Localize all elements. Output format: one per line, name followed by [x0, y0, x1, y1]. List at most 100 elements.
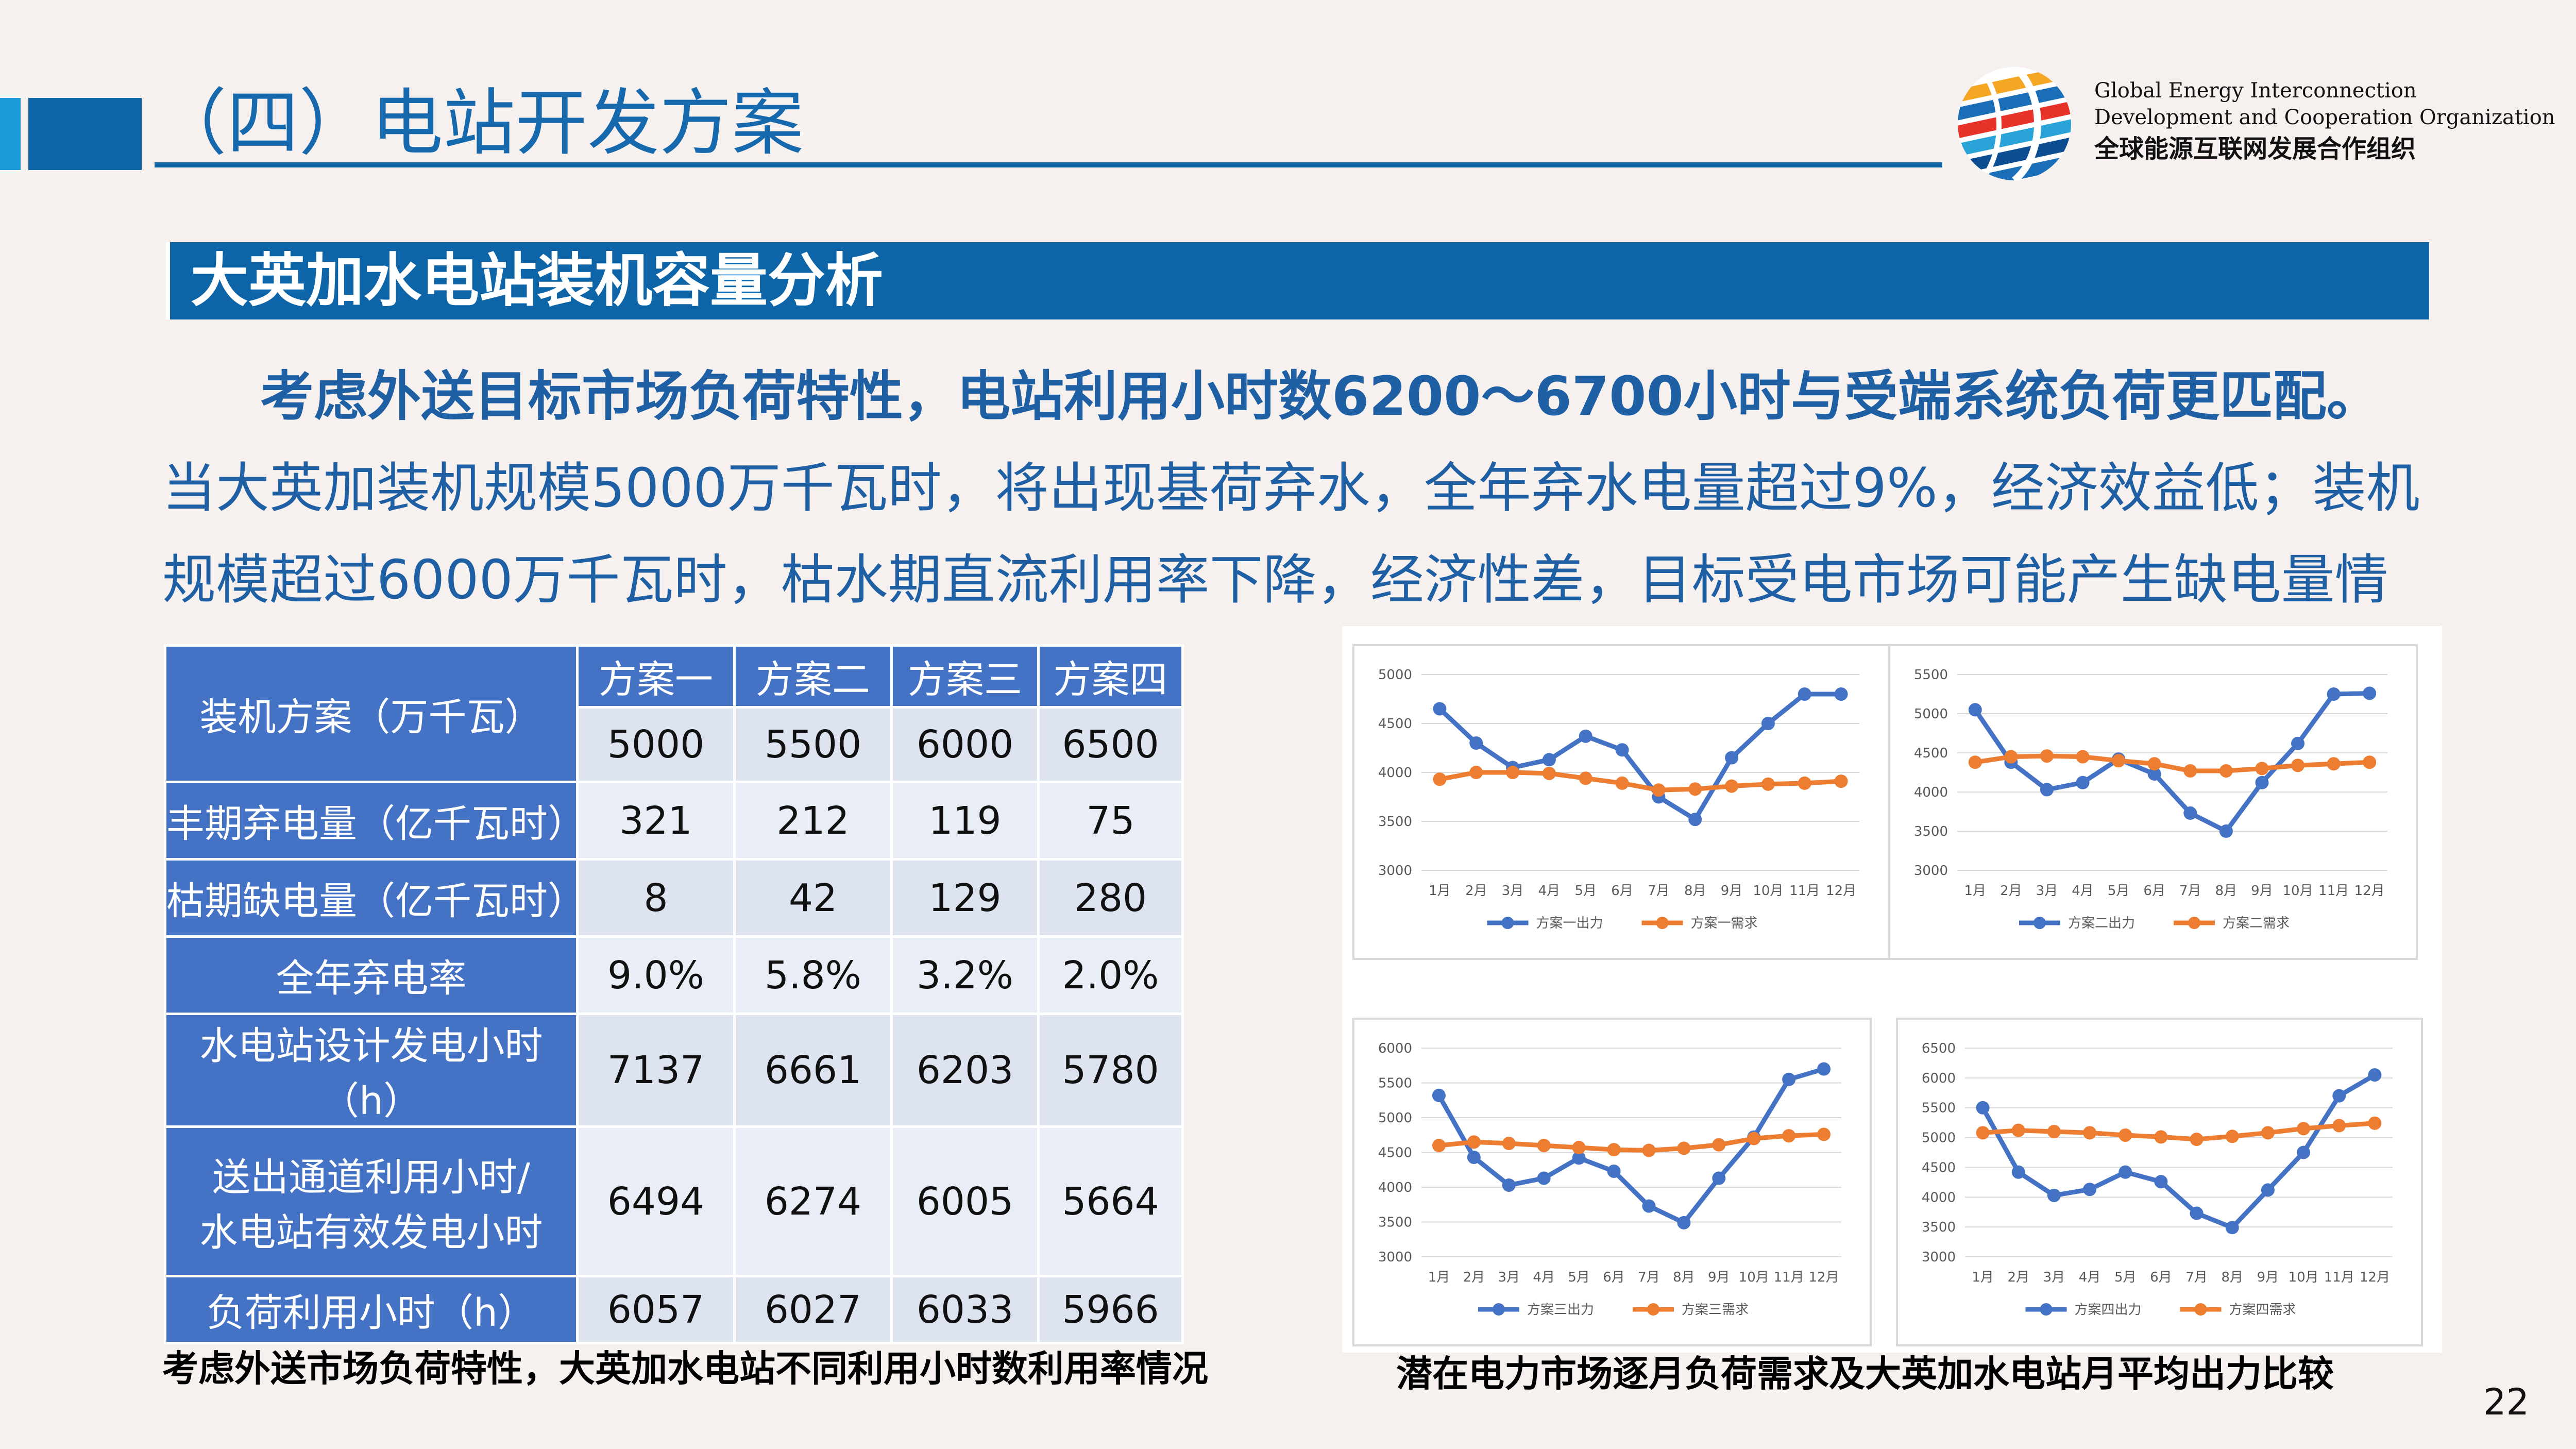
data-point — [2147, 757, 2161, 771]
data-point — [2011, 1165, 2025, 1179]
legend-label: 方案二需求 — [2223, 916, 2290, 931]
table-cell: 7137 — [576, 1013, 736, 1128]
x-tick-label: 4月 — [2072, 883, 2094, 899]
y-tick-label: 6000 — [1378, 1041, 1412, 1056]
data-point — [1976, 1126, 1990, 1140]
data-point — [1579, 771, 1592, 785]
table-corner-header: 装机方案（万千瓦） — [164, 644, 579, 783]
chart-scheme-3-svg: 3000 3500 4000 4500 5000 5500 6000 1月 2月 3月 4月 5月 6月… — [1378, 1041, 1841, 1318]
page-title: （四）电站开发方案 — [155, 81, 804, 165]
data-point — [1469, 766, 1483, 779]
table-row: 送出通道利用小时/ 水电站有效发电小时 6494 6274 6005 5664 — [164, 1125, 1184, 1277]
data-point — [2083, 1126, 2097, 1140]
data-point — [2255, 776, 2269, 789]
x-tick-label: 8月 — [2221, 1270, 2243, 1285]
org-name-en-line1: Global Energy Interconnection — [2094, 79, 2417, 103]
x-tick-label: 11月 — [2324, 1270, 2354, 1285]
data-point — [1572, 1141, 1586, 1155]
data-point — [2040, 783, 2054, 797]
data-point — [2327, 687, 2341, 701]
x-tick-label: 4月 — [2079, 1270, 2101, 1285]
y-tick-label: 4500 — [1378, 716, 1412, 732]
x-tick-label: 8月 — [2215, 883, 2238, 899]
legend-marker — [1501, 917, 1514, 929]
data-point — [1761, 777, 1775, 791]
data-point — [2119, 1165, 2132, 1179]
header-divider — [155, 162, 1942, 167]
row-label-line2: 水电站有效发电小时 — [199, 1210, 543, 1255]
x-tick-label: 6月 — [2143, 883, 2165, 899]
page-number: 22 — [2483, 1381, 2530, 1423]
data-point — [1677, 1141, 1691, 1155]
data-point — [1433, 772, 1447, 786]
legend-marker — [1647, 1303, 1659, 1316]
series-line — [1980, 1073, 2376, 1230]
x-tick-label: 11月 — [1774, 1270, 1804, 1285]
y-tick-label: 3000 — [1378, 1250, 1412, 1265]
x-tick-label: 7月 — [1648, 883, 1670, 899]
data-point — [2076, 776, 2090, 789]
table-cell: 2.0% — [1037, 935, 1184, 1015]
table-cell: 5.8% — [733, 935, 893, 1015]
data-point — [1537, 1171, 1551, 1185]
data-point — [2011, 1123, 2025, 1137]
scheme-header: 方案一 — [576, 644, 736, 709]
x-tick-label: 9月 — [1708, 1270, 1730, 1285]
x-tick-label: 10月 — [2289, 1270, 2319, 1285]
legend-label: 方案三出力 — [1527, 1302, 1594, 1318]
data-point — [2154, 1130, 2168, 1144]
table-caption: 考虑外送市场负荷特性，大英加水电站不同利用小时数利用率情况 — [162, 1347, 1208, 1390]
data-point — [1677, 1216, 1691, 1229]
x-tick-label: 6月 — [2150, 1270, 2172, 1285]
x-tick-label: 3月 — [2036, 883, 2058, 899]
series-line — [1973, 690, 2370, 834]
table-row: 全年弃电率 9.0% 5.8% 3.2% 2.0% — [164, 935, 1184, 1015]
data-point — [1761, 717, 1775, 730]
data-point — [2363, 755, 2377, 769]
x-tick-label: 8月 — [1684, 883, 1706, 899]
legend-marker — [1656, 917, 1669, 929]
data-point — [1834, 687, 1848, 701]
x-tick-label: 1月 — [1972, 1270, 1994, 1285]
data-point — [1798, 776, 1811, 790]
data-point — [2119, 1128, 2132, 1142]
section-title: 大英加水电站装机容量分析 — [191, 247, 883, 314]
data-point — [1502, 1178, 1516, 1192]
data-point — [1537, 1139, 1551, 1152]
data-point — [2297, 1122, 2311, 1136]
y-tick-label: 4000 — [1914, 785, 1948, 800]
x-tick-label: 3月 — [2043, 1270, 2065, 1285]
row-label: 送出通道利用小时/ 水电站有效发电小时 — [164, 1125, 579, 1277]
data-point — [1688, 813, 1702, 827]
x-tick-label: 5月 — [1574, 883, 1597, 899]
capacity-cell: 6500 — [1037, 706, 1184, 783]
organization-name: Global Energy Interconnection Developmen… — [2094, 77, 2555, 167]
data-point — [1542, 753, 1556, 767]
x-tick-label: 3月 — [1502, 883, 1524, 899]
x-tick-label: 1月 — [1429, 883, 1451, 899]
y-tick-label: 5500 — [1914, 667, 1948, 683]
chart-scheme-4: 3000 3500 4000 4500 5000 5500 6000 6500 1月 2月 3月 4月… — [1896, 1018, 2423, 1346]
table-cell: 321 — [576, 781, 736, 861]
y-tick-label: 4000 — [1922, 1190, 1956, 1205]
data-point — [1834, 774, 1848, 788]
table-cell: 5780 — [1037, 1013, 1184, 1128]
data-point — [1747, 1132, 1761, 1145]
table-cell: 6203 — [890, 1013, 1040, 1128]
capacity-cell: 5000 — [576, 706, 736, 783]
x-tick-label: 1月 — [1964, 883, 1987, 899]
data-point — [1467, 1150, 1481, 1164]
capacity-cell: 5500 — [733, 706, 893, 783]
data-point — [1725, 779, 1739, 793]
legend-marker — [2040, 1303, 2053, 1316]
table-cell: 6005 — [890, 1125, 1040, 1277]
x-tick-label: 12月 — [1826, 883, 1856, 899]
table-cell: 6494 — [576, 1125, 736, 1277]
x-tick-label: 6月 — [1611, 883, 1633, 899]
y-tick-label: 3500 — [1378, 814, 1412, 830]
x-tick-label: 11月 — [1789, 883, 1820, 899]
data-point — [2083, 1183, 2097, 1197]
data-point — [1642, 1199, 1656, 1213]
table-row: 负荷利用小时（h） 6057 6027 6033 5966 — [164, 1275, 1184, 1344]
y-tick-label: 3000 — [1378, 863, 1412, 879]
